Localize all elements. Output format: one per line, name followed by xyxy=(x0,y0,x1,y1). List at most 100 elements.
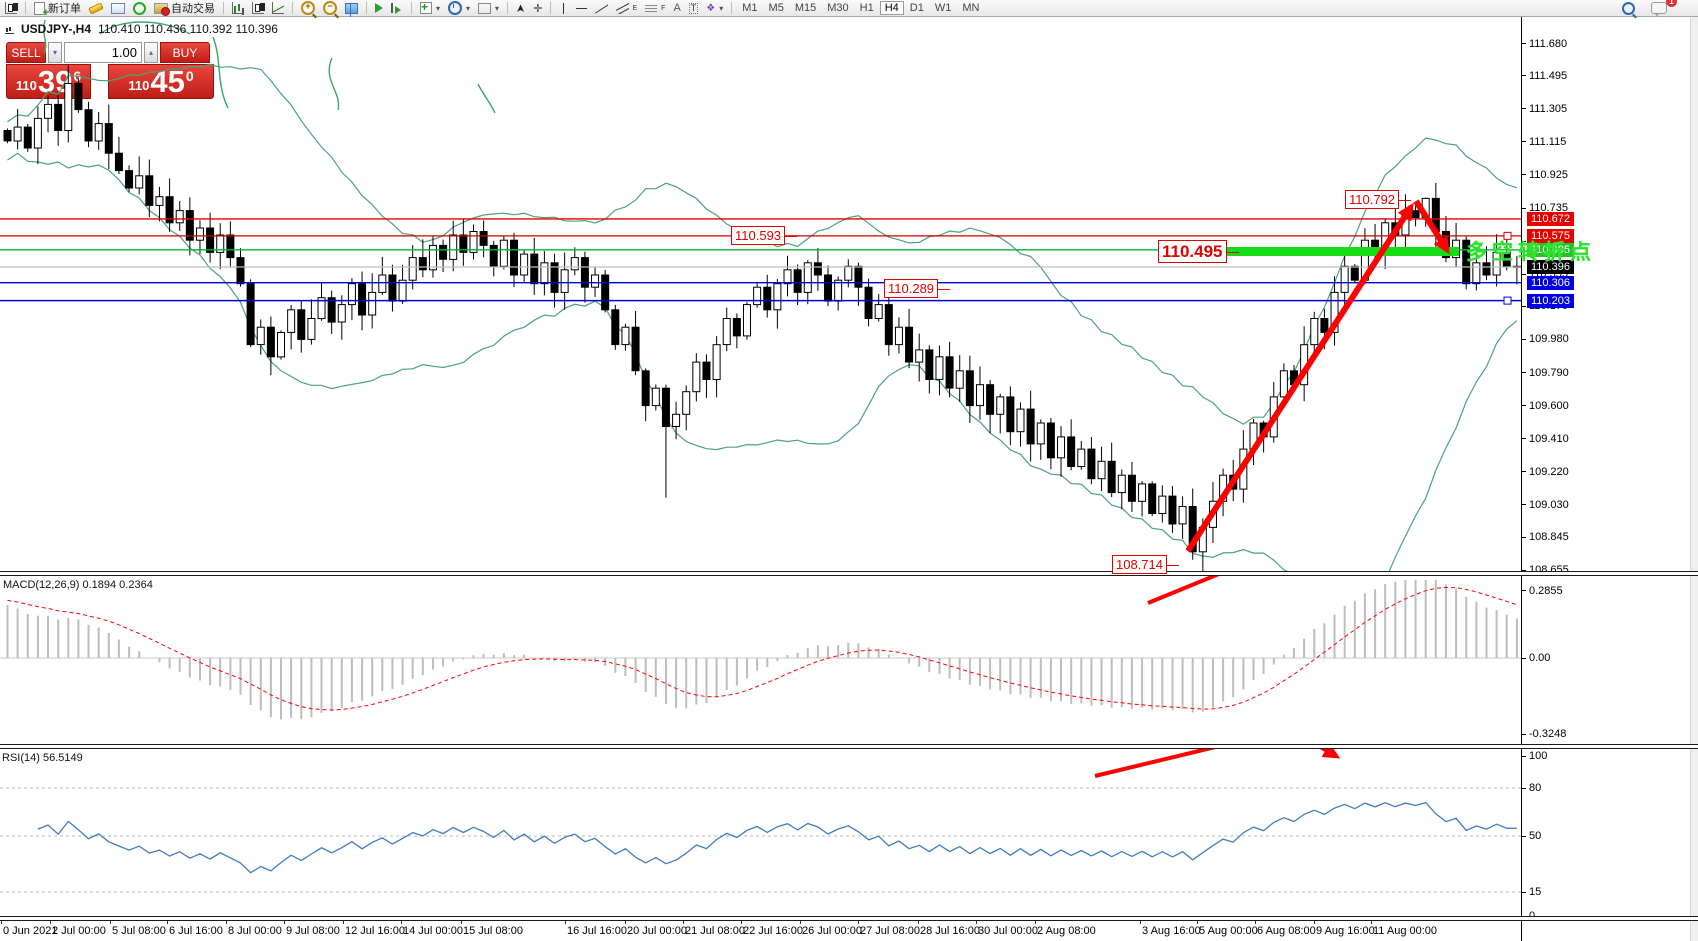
pane-divider xyxy=(0,916,1698,921)
rsi-pane[interactable] xyxy=(0,749,1521,916)
price-tick-label: 111.680 xyxy=(1522,38,1567,50)
zoom-in-icon: + xyxy=(301,1,315,15)
tick-dash xyxy=(1522,108,1526,110)
timeframe-w1[interactable]: W1 xyxy=(934,2,952,14)
buy-button[interactable]: BUY xyxy=(160,42,210,63)
signals-button[interactable] xyxy=(130,1,149,16)
templates-button[interactable]: ▾ xyxy=(475,1,502,16)
annotation-leader-line xyxy=(1166,564,1179,566)
search-button[interactable] xyxy=(1619,1,1638,16)
freehand-scribble xyxy=(477,83,496,114)
volume-increase-button[interactable]: ▴ xyxy=(144,42,158,63)
crosshair-button[interactable]: ✛ xyxy=(530,1,545,16)
auto-trading-label: 自动交易 xyxy=(171,3,215,15)
price-axis-column: 111.680 111.495 111.305 111.115 110.925 110.7… xyxy=(1521,17,1698,941)
rsi-axis-label: 100 xyxy=(1522,750,1547,762)
market-watch-button[interactable] xyxy=(108,1,128,16)
timeframe-d1[interactable]: D1 xyxy=(909,2,924,14)
dropdown-arrow-icon: ▾ xyxy=(466,3,471,13)
bar-chart-button[interactable] xyxy=(229,1,247,16)
trend-arrow xyxy=(1147,576,1220,605)
window-scrollbar[interactable] xyxy=(1690,17,1698,941)
price-annotation-110.289[interactable]: 110.289 xyxy=(884,279,951,298)
time-tick xyxy=(918,920,919,924)
price-annotation-108.714[interactable]: 108.714 xyxy=(1112,555,1179,574)
candlestick-chart-button[interactable] xyxy=(249,1,267,16)
timeframe-m1[interactable]: M1 xyxy=(742,2,758,14)
tick-dash xyxy=(1522,471,1526,473)
pane-divider[interactable] xyxy=(0,744,1698,749)
price-marker-110.203: 110.203 xyxy=(1527,293,1574,308)
notifications-button[interactable]: 1 xyxy=(1648,0,1677,17)
timeframe-h1[interactable]: H1 xyxy=(859,2,874,14)
symbol-info: USDJPY-,H4 110.410 110.436 110.392 110.3… xyxy=(5,22,278,36)
buy-price-block[interactable]: 110 45 0 xyxy=(108,64,214,99)
text-label-button[interactable]: T xyxy=(686,1,702,16)
sell-button[interactable]: SELL xyxy=(6,42,46,63)
arrows-tool-button[interactable]: ❖ ▾ xyxy=(703,1,726,16)
price-chart[interactable] xyxy=(0,18,1521,571)
tick-dash xyxy=(1522,590,1526,592)
time-label: 14 Jul 00:00 xyxy=(403,925,463,937)
trendline-button[interactable] xyxy=(592,1,611,16)
tile-windows-icon xyxy=(345,2,358,14)
toolbar-separator xyxy=(25,2,26,14)
time-tick xyxy=(461,920,462,924)
price-tick-label: 110.925 xyxy=(1522,169,1568,181)
vertical-line-icon xyxy=(563,2,565,14)
price-annotation-110.495[interactable]: 110.495 xyxy=(1158,240,1239,263)
chart-shift-button[interactable] xyxy=(388,1,406,16)
auto-scroll-button[interactable] xyxy=(372,1,386,16)
time-label: 27 Jul 08:00 xyxy=(860,925,920,937)
indicators-button[interactable]: ▾ xyxy=(417,0,443,16)
auto-trading-button[interactable]: 自动交易 xyxy=(151,1,218,16)
sell-price-main: 39 xyxy=(37,64,73,99)
line-chart-button[interactable] xyxy=(269,1,287,16)
time-label: 6 Jul 16:00 xyxy=(169,925,223,937)
price-marker-110.495: 110.495 xyxy=(1527,242,1574,257)
horizontal-line-button[interactable] xyxy=(573,1,590,16)
pane-divider[interactable] xyxy=(0,571,1698,576)
macd-pane[interactable] xyxy=(0,576,1521,744)
timeframe-m30[interactable]: M30 xyxy=(827,2,849,14)
tick-dash xyxy=(1522,891,1526,893)
crosshair-icon: ✛ xyxy=(533,2,543,15)
chart-type-button[interactable] xyxy=(2,1,20,16)
text-tool-icon: A xyxy=(673,2,681,14)
sell-price-block[interactable]: 110 39 6 xyxy=(6,64,91,99)
equidistant-channel-button[interactable]: E xyxy=(613,1,640,16)
price-annotation-110.792[interactable]: 110.792 xyxy=(1345,190,1412,209)
time-label: 15 Jul 08:00 xyxy=(463,925,523,937)
timeframe-m15[interactable]: M15 xyxy=(794,2,817,14)
zoom-in-button[interactable]: + xyxy=(298,1,318,16)
tick-dash xyxy=(1522,43,1526,44)
timeframe-m5[interactable]: M5 xyxy=(768,2,784,14)
vertical-line-button[interactable] xyxy=(556,1,571,16)
tick-dash xyxy=(1522,569,1526,571)
new-order-button[interactable]: 新订单 xyxy=(31,1,84,19)
zoom-out-button[interactable]: − xyxy=(320,1,340,16)
time-label: 21 Jul 08:00 xyxy=(685,925,745,937)
toolbar-separator xyxy=(292,2,293,14)
time-tick xyxy=(226,920,227,924)
crayon-button[interactable] xyxy=(86,1,106,16)
toolbar-separator xyxy=(366,2,367,14)
text-tool-button[interactable]: A xyxy=(670,1,683,16)
fibonacci-button[interactable]: F xyxy=(642,1,668,16)
volume-input[interactable] xyxy=(64,42,142,63)
tile-windows-button[interactable] xyxy=(342,1,361,16)
timeframe-h4[interactable]: H4 xyxy=(879,1,904,15)
trend-arrow xyxy=(1319,749,1341,759)
price-annotation-110.593[interactable]: 110.593 xyxy=(731,226,798,245)
time-tick xyxy=(1255,920,1256,924)
time-tick xyxy=(50,920,51,924)
cursor-button[interactable]: ➤ xyxy=(513,1,528,16)
timeframe-mn[interactable]: MN xyxy=(962,2,980,14)
periods-button[interactable]: ▾ xyxy=(445,1,473,16)
annotation-leader-line xyxy=(1398,199,1412,201)
rsi-axis-label: 50 xyxy=(1522,830,1541,842)
time-label: 20 Jul 00:00 xyxy=(627,925,687,937)
line-handle[interactable] xyxy=(1503,296,1512,305)
volume-decrease-button[interactable]: ▾ xyxy=(48,42,62,63)
